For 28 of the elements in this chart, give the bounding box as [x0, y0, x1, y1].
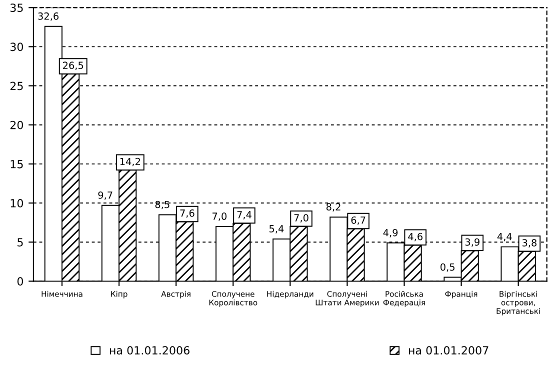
- data-label: 3,8: [522, 239, 537, 248]
- legend-label: на 01.01.2006: [110, 346, 190, 355]
- legend-label: на 01.01.2007: [408, 346, 488, 355]
- data-label: 5,4: [269, 225, 284, 234]
- data-label: 26,5: [63, 62, 84, 70]
- data-label: 7,0: [212, 212, 227, 221]
- data-label: 7,4: [237, 211, 252, 220]
- data-label: 7,6: [180, 209, 194, 218]
- data-label: 14,2: [120, 158, 140, 166]
- y-tick-label: 35: [10, 4, 23, 12]
- y-tick-label: 20: [10, 120, 24, 130]
- y-tick-label: 5: [18, 238, 23, 246]
- y-tick-label: 15: [10, 160, 23, 168]
- data-label: 32,6: [38, 12, 59, 21]
- data-label: 4,4: [497, 233, 512, 242]
- y-tick-label: 25: [10, 82, 23, 90]
- data-label: 9,7: [98, 191, 112, 200]
- data-label: 4,6: [408, 232, 422, 242]
- y-tick-label: 30: [10, 42, 24, 52]
- data-label: 0,5: [440, 263, 454, 272]
- data-label: 3,9: [465, 238, 480, 247]
- data-label: 8,5: [155, 200, 170, 210]
- data-label: 6,7: [351, 216, 366, 225]
- data-label: 7,0: [294, 214, 308, 222]
- data-label: 4,9: [383, 228, 398, 238]
- y-tick-label: 10: [10, 199, 24, 208]
- data-label: 8,2: [326, 203, 340, 212]
- y-tick-label: 0: [17, 277, 24, 286]
